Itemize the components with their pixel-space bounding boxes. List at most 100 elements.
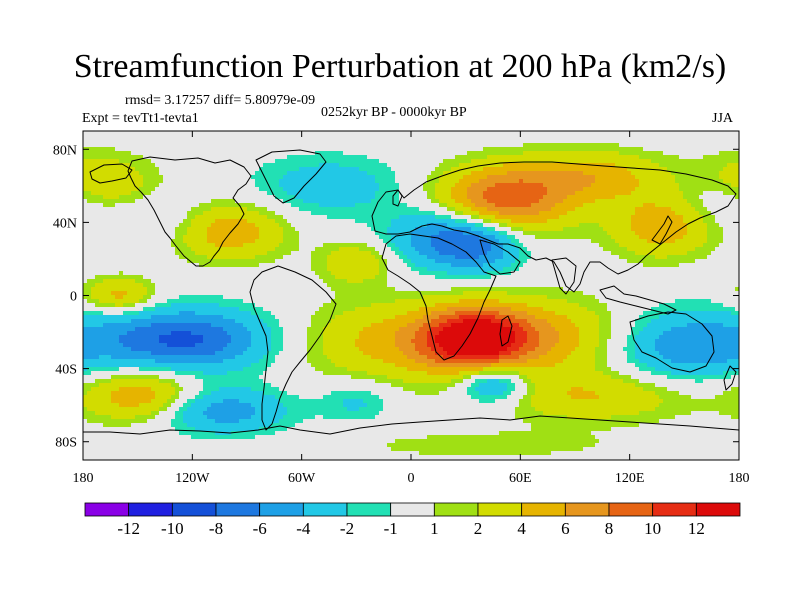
field-cell	[683, 151, 688, 156]
field-cell	[711, 151, 716, 156]
field-cell	[91, 235, 96, 240]
field-cell	[363, 243, 368, 248]
field-cell	[111, 247, 116, 252]
field-cell	[191, 167, 196, 172]
field-cell	[227, 167, 232, 172]
field-cell	[723, 195, 728, 200]
field-cell	[715, 231, 720, 236]
field-cell	[467, 199, 472, 204]
field-cell	[239, 179, 244, 184]
field-cell	[303, 167, 308, 172]
field-cell	[135, 163, 140, 168]
field-cell	[215, 147, 220, 152]
field-cell	[83, 175, 88, 180]
field-cell	[411, 135, 416, 140]
field-cell	[367, 143, 372, 148]
field-cell	[503, 187, 508, 192]
field-cell	[419, 227, 424, 232]
field-cell	[703, 179, 708, 184]
field-cell	[639, 159, 644, 164]
field-cell	[575, 159, 580, 164]
field-cell	[707, 163, 712, 168]
field-cell	[647, 171, 652, 176]
field-cell	[443, 143, 448, 148]
field-cell	[431, 131, 436, 136]
field-cell	[387, 223, 392, 228]
field-cell	[527, 131, 532, 136]
field-cell	[511, 211, 516, 216]
field-cell	[255, 159, 260, 164]
field-cell	[323, 211, 328, 216]
field-cell	[303, 179, 308, 184]
field-cell	[379, 167, 384, 172]
field-cell	[423, 235, 428, 240]
field-cell	[475, 203, 480, 208]
field-cell	[171, 167, 176, 172]
field-cell	[731, 151, 736, 156]
field-cell	[147, 195, 152, 200]
field-cell	[563, 187, 568, 192]
field-cell	[363, 227, 368, 232]
field-cell	[351, 139, 356, 144]
field-cell	[675, 239, 680, 244]
field-cell	[363, 159, 368, 164]
field-cell	[419, 175, 424, 180]
field-cell	[727, 183, 732, 188]
field-cell	[699, 163, 704, 168]
field-cell	[139, 179, 144, 184]
field-cell	[471, 247, 476, 252]
field-cell	[699, 143, 704, 148]
field-cell	[427, 135, 432, 140]
field-cell	[611, 199, 616, 204]
field-cell	[167, 183, 172, 188]
field-cell	[331, 239, 336, 244]
field-cell	[427, 247, 432, 252]
field-cell	[715, 135, 720, 140]
field-cell	[715, 199, 720, 204]
field-cell	[123, 219, 128, 224]
field-cell	[559, 211, 564, 216]
field-cell	[187, 159, 192, 164]
field-cell	[251, 147, 256, 152]
field-cell	[211, 251, 216, 256]
field-cell	[331, 191, 336, 196]
field-cell	[99, 139, 104, 144]
field-cell	[583, 199, 588, 204]
field-cell	[131, 131, 136, 136]
field-cell	[123, 179, 128, 184]
field-cell	[391, 243, 396, 248]
field-cell	[171, 183, 176, 188]
field-cell	[675, 143, 680, 148]
field-cell	[411, 239, 416, 244]
field-cell	[407, 215, 412, 220]
field-cell	[363, 183, 368, 188]
field-cell	[603, 235, 608, 240]
field-cell	[191, 143, 196, 148]
field-cell	[395, 223, 400, 228]
field-cell	[267, 163, 272, 168]
field-cell	[619, 239, 624, 244]
field-cell	[375, 199, 380, 204]
field-cell	[187, 235, 192, 240]
field-cell	[675, 211, 680, 216]
field-cell	[91, 131, 96, 136]
field-cell	[119, 203, 124, 208]
field-cell	[627, 163, 632, 168]
field-cell	[99, 147, 104, 152]
field-cell	[103, 139, 108, 144]
field-cell	[367, 175, 372, 180]
field-cell	[135, 223, 140, 228]
field-cell	[315, 171, 320, 176]
field-cell	[359, 167, 364, 172]
field-cell	[587, 167, 592, 172]
field-cell	[151, 151, 156, 156]
field-cell	[179, 243, 184, 248]
field-cell	[679, 215, 684, 220]
field-cell	[655, 203, 660, 208]
field-cell	[159, 143, 164, 148]
field-cell	[667, 147, 672, 152]
field-cell	[127, 247, 132, 252]
field-cell	[375, 239, 380, 244]
field-cell	[259, 147, 264, 152]
field-cell	[363, 235, 368, 240]
